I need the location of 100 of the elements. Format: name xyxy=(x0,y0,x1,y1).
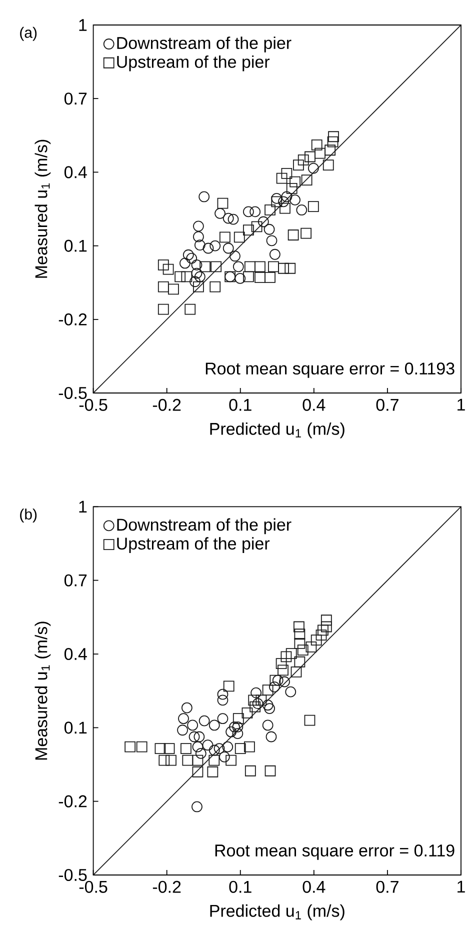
point xyxy=(284,686,296,698)
point xyxy=(317,624,328,636)
point xyxy=(194,271,206,282)
point xyxy=(322,160,334,171)
point xyxy=(191,259,202,270)
y-tick-label: 0.7 xyxy=(64,92,86,105)
point xyxy=(194,240,206,251)
point xyxy=(232,721,243,732)
point xyxy=(279,202,290,214)
point xyxy=(298,154,309,166)
point xyxy=(208,720,220,731)
annotation: Root mean square error = 0.119 xyxy=(215,844,454,860)
point xyxy=(327,136,338,148)
point xyxy=(278,196,289,208)
point xyxy=(194,731,204,742)
point xyxy=(174,271,186,282)
point xyxy=(288,230,299,240)
point xyxy=(234,272,246,284)
point xyxy=(264,272,276,283)
point xyxy=(217,198,228,209)
y-tick-label: 0.1 xyxy=(64,240,86,252)
x-tick-label: 0.1 xyxy=(229,880,252,893)
point xyxy=(244,261,256,272)
point xyxy=(289,176,300,188)
point xyxy=(258,216,269,228)
point xyxy=(181,702,192,714)
point xyxy=(297,644,308,656)
point xyxy=(225,726,236,738)
legend-label: Downstream of the pier xyxy=(117,36,292,52)
point xyxy=(249,206,260,218)
point xyxy=(191,801,202,812)
point xyxy=(271,193,282,204)
point xyxy=(217,694,228,706)
x-axis-title: Predicted u$_{1}$ (m/s) xyxy=(210,904,344,920)
point xyxy=(249,701,260,712)
legend-label: Downstream of the pier xyxy=(117,518,292,534)
point xyxy=(254,261,266,272)
point xyxy=(268,681,280,692)
point xyxy=(294,656,305,668)
chart-title: (b) xyxy=(20,508,36,523)
point xyxy=(158,281,169,292)
point xyxy=(223,680,234,692)
point xyxy=(276,172,288,184)
point xyxy=(262,720,274,731)
point xyxy=(217,688,228,700)
point xyxy=(217,713,228,724)
x-tick-label: -0.2 xyxy=(152,880,180,893)
point xyxy=(308,162,319,174)
y-tick-label: 1 xyxy=(79,19,86,31)
point xyxy=(244,765,256,776)
point xyxy=(304,151,316,162)
y-tick-label: 0.1 xyxy=(64,722,86,734)
point xyxy=(158,304,169,315)
point xyxy=(202,740,214,751)
point xyxy=(195,748,206,759)
y-tick-label: 1 xyxy=(79,500,86,513)
point xyxy=(304,714,316,726)
point xyxy=(162,264,174,275)
point xyxy=(232,713,244,724)
y-tick-label: 0.4 xyxy=(64,648,87,660)
x-tick-label: 0.4 xyxy=(302,398,326,411)
point xyxy=(165,754,176,766)
point xyxy=(286,648,297,659)
point xyxy=(270,674,280,686)
point xyxy=(234,743,246,754)
point xyxy=(272,674,284,686)
x-tick-label: 0.1 xyxy=(229,398,252,411)
point xyxy=(164,743,175,754)
point xyxy=(251,221,262,232)
point xyxy=(314,148,326,159)
point xyxy=(234,232,245,243)
point xyxy=(188,731,200,742)
point xyxy=(179,258,190,269)
x-tick-label: -0.2 xyxy=(152,398,180,411)
point xyxy=(264,703,275,714)
point xyxy=(286,182,298,194)
point xyxy=(268,261,279,272)
point xyxy=(281,168,292,179)
point xyxy=(242,707,252,718)
annotation: Root mean square error = 0.1193 xyxy=(206,362,454,378)
point xyxy=(168,284,179,295)
x-tick-label: 0.7 xyxy=(376,880,398,893)
legend-label: Upstream of the pier xyxy=(116,55,270,72)
point xyxy=(222,212,234,224)
x-tick-label: 1 xyxy=(457,880,465,893)
point xyxy=(269,248,280,260)
point xyxy=(276,658,287,670)
point xyxy=(306,641,316,652)
point xyxy=(293,621,304,632)
point xyxy=(222,242,234,254)
point xyxy=(264,224,275,235)
point xyxy=(192,741,203,752)
point xyxy=(198,715,210,726)
point xyxy=(266,235,278,246)
point xyxy=(262,700,274,711)
point xyxy=(278,676,290,688)
point xyxy=(256,694,266,706)
point xyxy=(214,743,225,754)
point xyxy=(222,741,233,752)
y-tick-label: 0.4 xyxy=(64,166,87,178)
